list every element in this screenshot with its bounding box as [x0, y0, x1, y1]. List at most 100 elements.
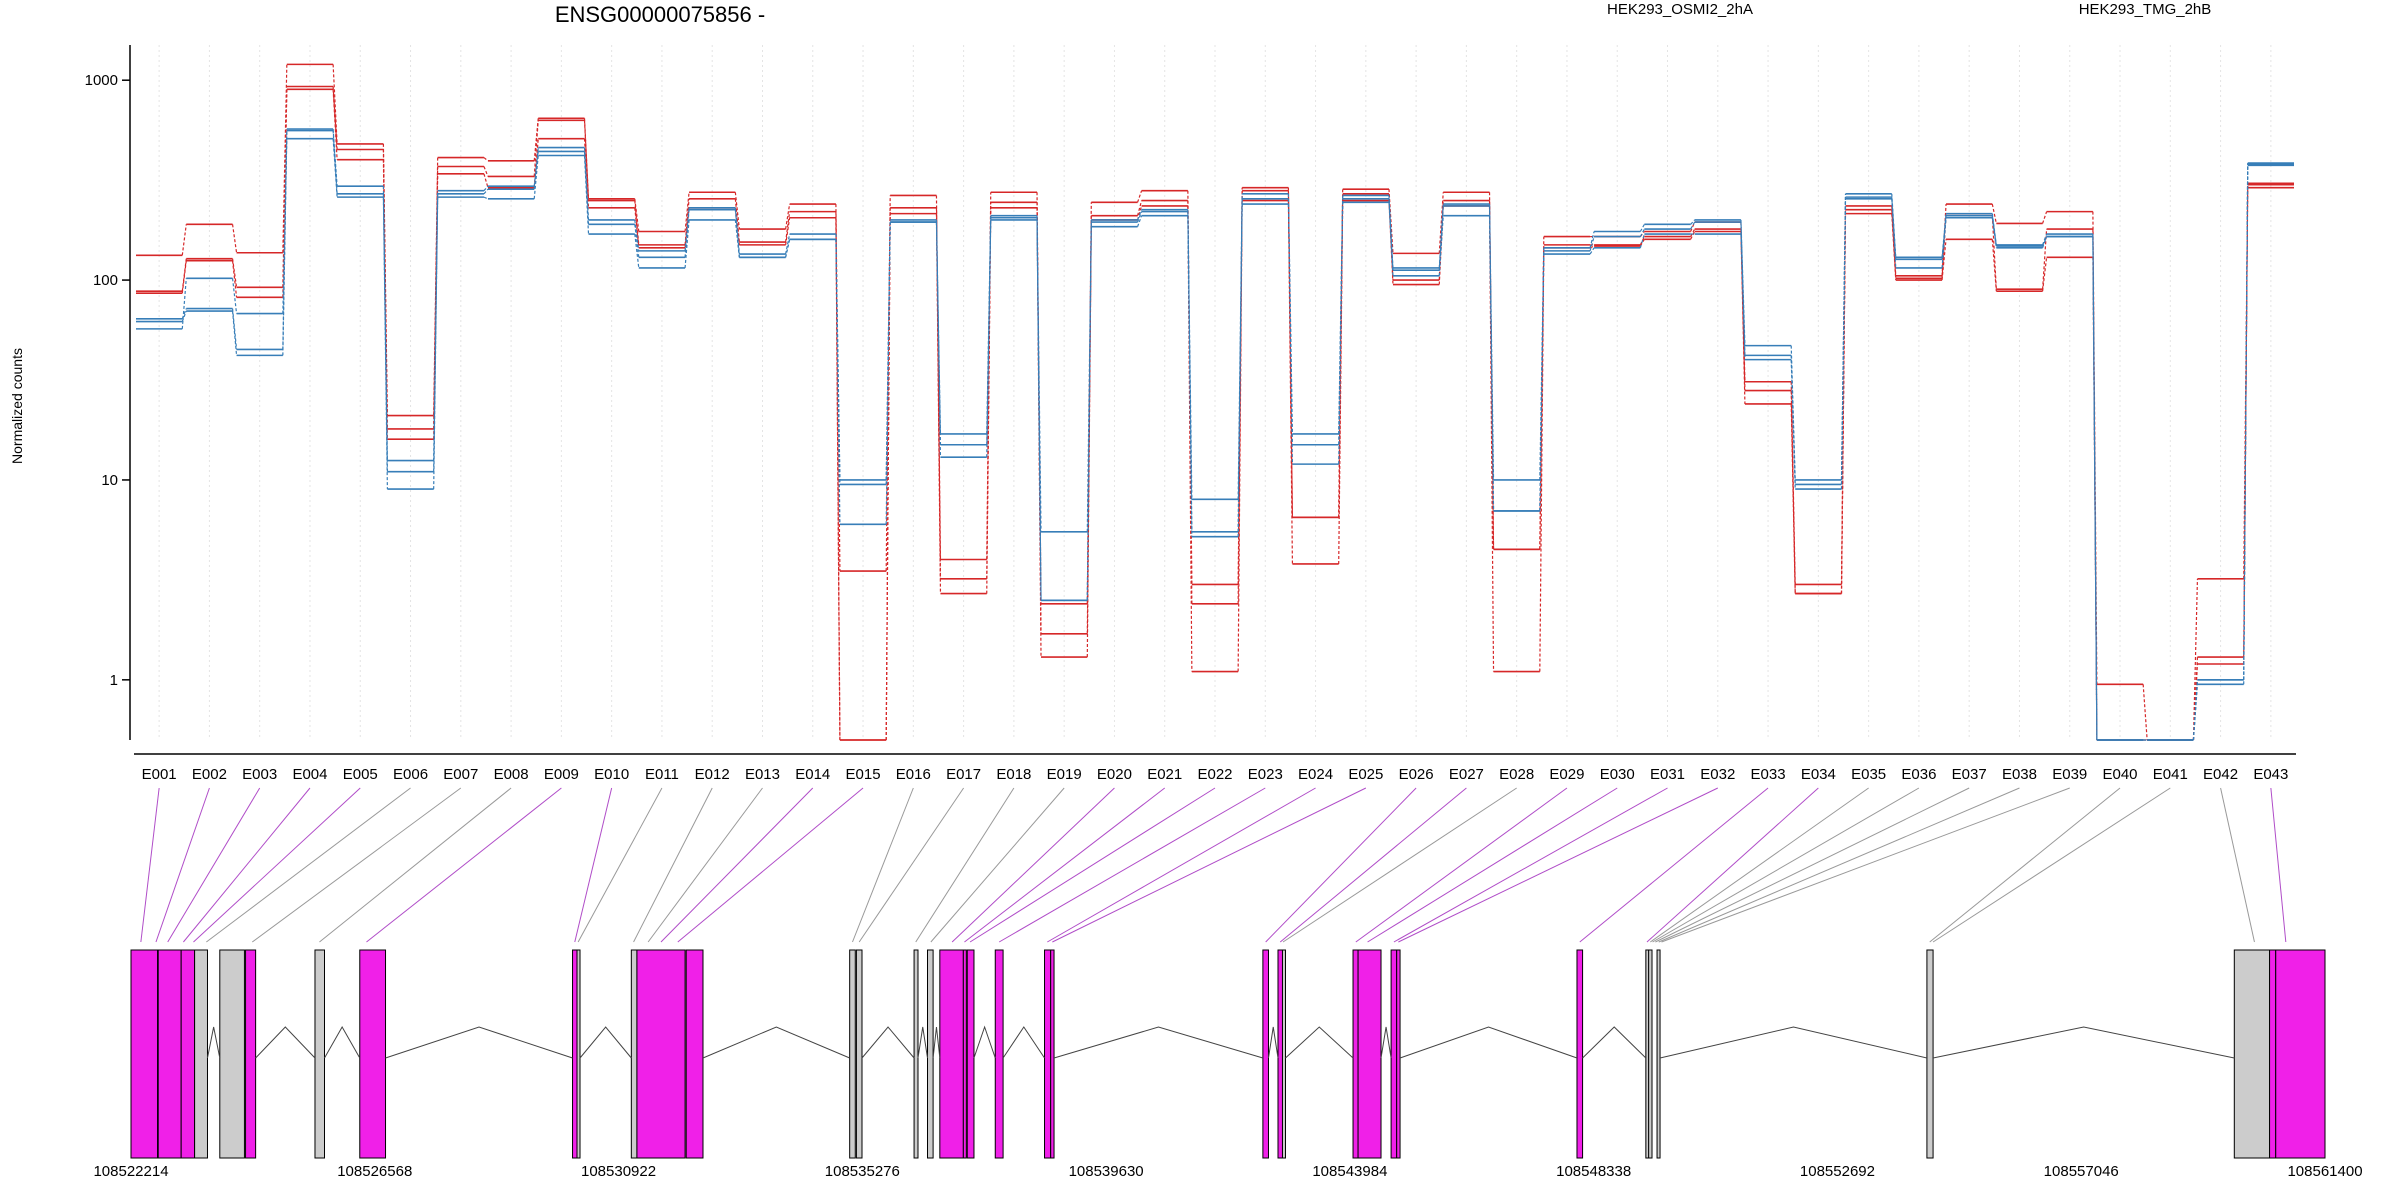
intron-line — [1053, 1026, 1264, 1059]
exon-connector — [1398, 787, 1719, 943]
data-join — [1589, 247, 1595, 255]
data-join — [835, 239, 841, 525]
data-join — [483, 185, 489, 192]
data-join — [1639, 224, 1645, 232]
data-join — [1287, 204, 1294, 465]
x-tick-label: E039 — [2052, 766, 2087, 783]
data-join — [483, 188, 489, 195]
data-join — [1338, 193, 1344, 518]
data-join — [1891, 198, 1897, 268]
intron-line — [1002, 1026, 1045, 1059]
exon-connector — [1661, 787, 2070, 943]
x-tick-label: E042 — [2203, 766, 2238, 783]
exon-connectors — [140, 787, 2287, 943]
exon-block — [2269, 949, 2277, 1159]
data-join — [634, 224, 640, 258]
x-tick-label: E040 — [2102, 766, 2137, 783]
data-join — [634, 233, 640, 269]
data-join — [1941, 217, 1947, 268]
data-join — [1338, 202, 1344, 465]
y-tick-label: 1 — [110, 672, 118, 689]
exon-connector — [858, 787, 965, 943]
data-join — [2042, 236, 2048, 249]
y-tick-label: 10 — [101, 472, 118, 489]
data-join — [332, 64, 338, 144]
x-tick-label: E038 — [2002, 766, 2037, 783]
y-tick-label: 1000 — [85, 72, 118, 89]
data-join — [231, 278, 238, 314]
data-join — [1690, 221, 1696, 230]
exon-block — [2233, 949, 2271, 1159]
data-join — [282, 138, 288, 314]
data-join — [1589, 231, 1595, 248]
exon-connector — [1393, 787, 1668, 943]
exon-connector — [1047, 787, 1316, 943]
x-tick-label: E012 — [695, 766, 730, 783]
exon-connector — [1929, 787, 2121, 943]
data-join — [2092, 234, 2098, 741]
data-join — [181, 224, 187, 256]
exon-block — [1281, 949, 1286, 1159]
data-join — [1187, 215, 1193, 537]
data-join — [1840, 198, 1847, 490]
x-tick-label: E032 — [1700, 766, 1735, 783]
data-join — [684, 219, 690, 268]
exon-block — [1352, 949, 1359, 1159]
x-tick-label: E028 — [1499, 766, 1534, 783]
x-tick-label: E031 — [1650, 766, 1685, 783]
exon-connector — [140, 787, 160, 943]
x-tick-label: E036 — [1901, 766, 1936, 783]
data-join — [483, 157, 489, 162]
data-join — [181, 278, 187, 329]
x-tick-label: E014 — [795, 766, 830, 783]
exon-connector — [852, 787, 914, 943]
exon-connector — [1658, 787, 2020, 943]
exon-block — [180, 949, 196, 1159]
exon-connector — [660, 787, 814, 943]
x-tick-labels: E001 E002 E003 E004 E005 E006 E007 E008 E009 E010… — [142, 766, 2289, 783]
exon-block — [1926, 949, 1934, 1159]
exon-connector — [167, 787, 261, 943]
intron-line — [255, 1026, 316, 1059]
exon-connector — [1282, 787, 1517, 943]
exon-connector — [998, 787, 1266, 943]
x-tick-label: E015 — [846, 766, 881, 783]
exon-block — [1262, 949, 1269, 1159]
data-join — [1891, 213, 1897, 281]
data-join — [1488, 215, 1495, 511]
exon-block — [1390, 949, 1398, 1159]
x-tick-label: E021 — [1147, 766, 1182, 783]
x-tick-label: E016 — [896, 766, 931, 783]
x-tick-label: E011 — [645, 766, 679, 783]
data-join — [734, 209, 740, 258]
data-join — [2243, 165, 2249, 685]
exon-connector — [930, 787, 1065, 943]
x-tick-label: E043 — [2253, 766, 2288, 783]
gene-model — [130, 949, 2326, 1159]
x-tick-label: E025 — [1348, 766, 1383, 783]
exon-block — [939, 949, 964, 1159]
data-join — [2042, 211, 2048, 224]
data-join — [2142, 684, 2148, 741]
data-join — [332, 89, 338, 160]
exon-block — [2275, 949, 2326, 1159]
data-join — [382, 197, 388, 490]
exon-connector — [1932, 787, 2171, 943]
y-tick-label: 100 — [93, 272, 118, 289]
data-join — [382, 193, 388, 472]
data-join — [734, 219, 740, 258]
data-join — [785, 233, 791, 255]
data-join — [533, 155, 539, 199]
data-join — [1388, 202, 1394, 276]
data-join — [1991, 217, 1997, 248]
data-join — [533, 138, 539, 188]
x-tick-label: E035 — [1851, 766, 1886, 783]
x-tick-label: E017 — [946, 766, 981, 783]
legend-entry-osmi2: HEK293_OSMI2_2hA — [1607, 1, 1753, 18]
intron-line — [324, 1025, 361, 1059]
x-tick-label: E002 — [192, 766, 227, 783]
data-join — [1036, 219, 1042, 601]
data-join — [1790, 359, 1796, 490]
data-join — [583, 155, 590, 235]
